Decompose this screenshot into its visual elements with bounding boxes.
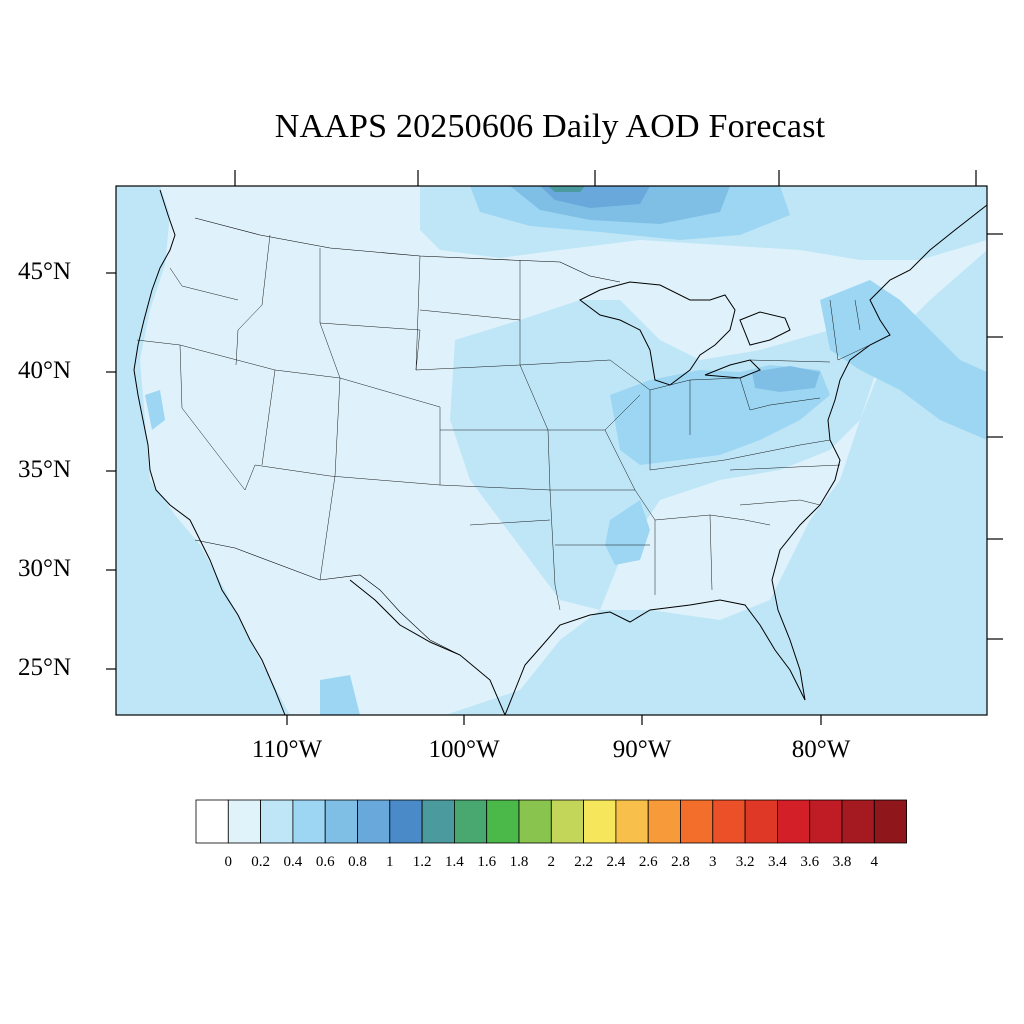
colorbar-swatch xyxy=(841,799,875,844)
colorbar-swatch xyxy=(873,799,907,844)
colorbar-swatch xyxy=(227,799,262,844)
aod-field xyxy=(116,186,987,715)
colorbar-tick-label: 1.4 xyxy=(445,854,464,870)
colorbar-tick-label: 1.8 xyxy=(509,854,529,870)
colorbar-swatch xyxy=(615,799,649,844)
gulf-coastline xyxy=(349,579,806,715)
colorbar-tick-label: 2.6 xyxy=(638,854,658,870)
colorbar-swatch xyxy=(680,799,714,844)
colorbar-tick-label: 2.8 xyxy=(671,854,690,870)
lat-label-30: 30°N xyxy=(18,555,72,582)
colorbar-tick-label: 1.2 xyxy=(412,854,432,870)
baja-plume xyxy=(320,675,360,715)
gulf-atlantic-region xyxy=(445,250,987,715)
colorbar-tick-label: 3.6 xyxy=(800,854,820,870)
axis-ticks xyxy=(106,170,1003,725)
lat-label-35: 35°N xyxy=(18,456,72,483)
colorbar-tick-label: 1.6 xyxy=(477,854,497,870)
colorbar-tick-label: 4 xyxy=(870,854,879,870)
colorbar-tick-label: 2.4 xyxy=(606,854,626,870)
colorbar-tick-label: 3.4 xyxy=(768,854,787,870)
west-coastline xyxy=(133,189,286,715)
colorbar-swatch xyxy=(195,799,229,844)
colorbar-swatch xyxy=(486,799,520,844)
colorbar-swatch xyxy=(809,799,843,844)
map-title: NAAPS 20250606 Daily AOD Forecast xyxy=(274,108,826,145)
northeast-plume xyxy=(820,280,987,440)
colorbar-swatch xyxy=(292,799,326,844)
colorbar-swatch xyxy=(550,799,584,844)
lat-label-45: 45°N xyxy=(18,258,72,285)
colorbar-tick-label: 3.8 xyxy=(832,854,852,870)
mississippi-plume xyxy=(605,500,650,565)
map-frame xyxy=(115,185,988,716)
map-outlines xyxy=(133,189,987,715)
lat-label-40: 40°N xyxy=(18,357,72,384)
colorbar-tick-label: 1 xyxy=(386,854,394,870)
colorbar-swatch xyxy=(647,799,681,844)
colorbar xyxy=(195,799,907,844)
colorbar-tick-label: 0.6 xyxy=(315,854,335,870)
colorbar-swatch xyxy=(324,799,358,844)
colorbar-tick-label: 3.2 xyxy=(735,854,755,870)
colorbar-tick-label: 0 xyxy=(224,854,233,870)
colorbar-swatch xyxy=(260,799,294,844)
colorbar-tick-label: 2.2 xyxy=(574,854,593,870)
mexico-border xyxy=(194,539,461,656)
atlantic-coastline xyxy=(771,204,987,701)
lon-label-110: 110°W xyxy=(251,736,323,763)
great-lakes-shoreline xyxy=(579,281,791,386)
colorbar-swatch xyxy=(712,799,746,844)
colorbar-tick-label: 0.8 xyxy=(348,854,367,870)
canada-plume-core xyxy=(548,186,585,192)
pacific-ocean-region xyxy=(116,186,290,715)
lon-label-90: 90°W xyxy=(612,736,672,763)
colorbar-swatch xyxy=(583,799,617,844)
canada-border xyxy=(194,217,621,283)
colorbar-swatch xyxy=(777,799,811,844)
colorbar-tick-label: 3 xyxy=(709,854,717,870)
colorbar-swatch xyxy=(389,799,423,844)
colorbar-swatch xyxy=(744,799,778,844)
colorbar-tick-label: 0.2 xyxy=(251,854,270,870)
colorbar-tick-label: 2 xyxy=(547,854,556,870)
colorbar-swatch xyxy=(357,799,391,844)
lon-label-80: 80°W xyxy=(791,736,851,763)
colorbar-swatch xyxy=(518,799,552,844)
lat-label-25: 25°N xyxy=(18,654,72,681)
lon-label-100: 100°W xyxy=(428,736,500,763)
colorbar-swatch xyxy=(453,799,488,844)
colorbar-tick-label: 0.4 xyxy=(283,854,303,870)
pennsylvania-plume xyxy=(752,366,820,392)
state-borders xyxy=(136,234,871,611)
west-coast-plume xyxy=(145,390,165,430)
colorbar-swatch xyxy=(421,799,455,844)
